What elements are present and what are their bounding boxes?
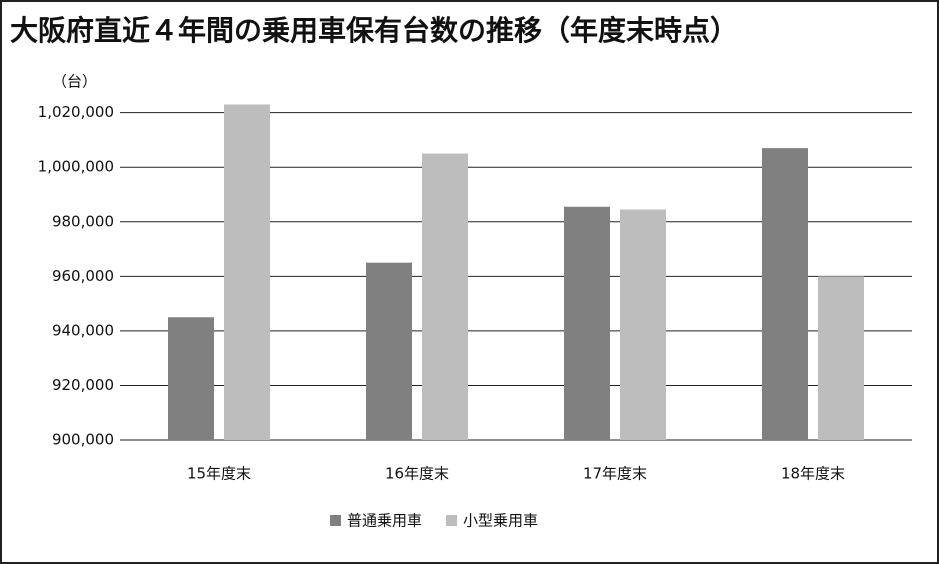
- bar: [224, 104, 270, 441]
- y-tick-label: 980,000: [52, 212, 114, 230]
- y-tick-label: 1,020,000: [38, 103, 114, 121]
- x-tick-label: 15年度末: [187, 465, 251, 483]
- bar: [762, 148, 808, 440]
- chart-title: 大阪府直近４年間の乗用車保有台数の推移（年度末時点）: [10, 14, 738, 47]
- x-tick-label: 16年度末: [385, 465, 449, 483]
- legend-label: 普通乗用車: [347, 512, 422, 530]
- legend-label: 小型乗用車: [463, 512, 538, 530]
- y-unit-label: （台）: [52, 73, 97, 91]
- y-tick-label: 1,000,000: [38, 158, 114, 176]
- bar: [818, 276, 864, 440]
- y-tick-label: 900,000: [52, 431, 114, 449]
- x-tick-label: 18年度末: [781, 465, 845, 483]
- x-tick-label: 17年度末: [583, 465, 647, 483]
- bar: [168, 317, 214, 440]
- y-tick-label: 920,000: [52, 376, 114, 394]
- legend-swatch: [330, 515, 341, 526]
- y-tick-label: 960,000: [52, 267, 114, 285]
- bar: [620, 209, 666, 440]
- bar: [564, 206, 610, 440]
- bar: [366, 262, 412, 440]
- legend-swatch: [446, 515, 458, 526]
- y-tick-label: 940,000: [52, 321, 114, 339]
- bar: [422, 153, 468, 440]
